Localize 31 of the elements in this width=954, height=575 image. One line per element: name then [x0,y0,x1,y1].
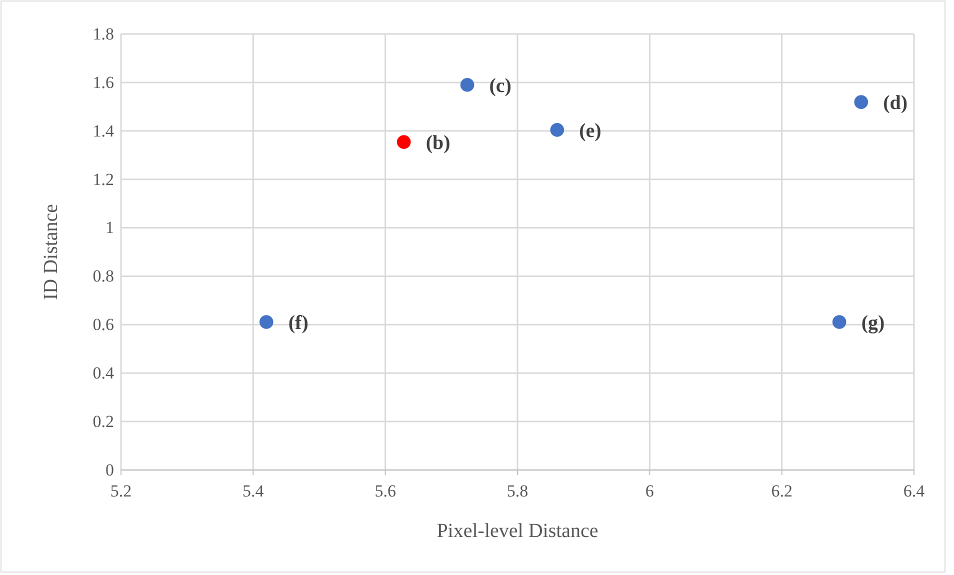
annotation: (d) [883,92,908,114]
x-tick-label: 6.2 [771,482,792,501]
y-tick-label: 1 [106,218,114,238]
y-tick-label: 1.8 [92,24,114,44]
x-tick-label: 6 [645,482,654,501]
x-tick-label: 5.8 [506,482,528,501]
y-tick-label: 0.4 [92,364,114,383]
y-axis-title: ID Distance [40,204,62,300]
y-tick-label: 0.6 [92,315,114,334]
annotation: (c) [489,74,512,97]
y-tick-label: 1.4 [92,121,114,140]
point [832,315,846,329]
y-tick-label: 0 [106,460,114,480]
annotation: (g) [861,312,885,334]
y-tick-label: 0.8 [92,266,114,286]
y-tick-label: 0.2 [92,412,114,431]
y-tick-label: 1.6 [92,72,114,92]
point [460,78,474,92]
point [396,135,411,149]
x-tick-label: 6.4 [903,482,926,501]
y-tick-label: 1.2 [92,170,114,189]
annotation: (e) [579,120,602,142]
point [259,315,274,329]
x-tick-label: 5.6 [374,482,396,501]
point [854,95,868,109]
annotation: (f) [288,312,308,334]
x-tick-label: 5.2 [110,482,132,501]
point [550,123,564,137]
x-axis-title: Pixel-level Distance [436,520,598,542]
x-tick-label: 5.4 [242,482,264,501]
annotation: (b) [426,132,450,154]
